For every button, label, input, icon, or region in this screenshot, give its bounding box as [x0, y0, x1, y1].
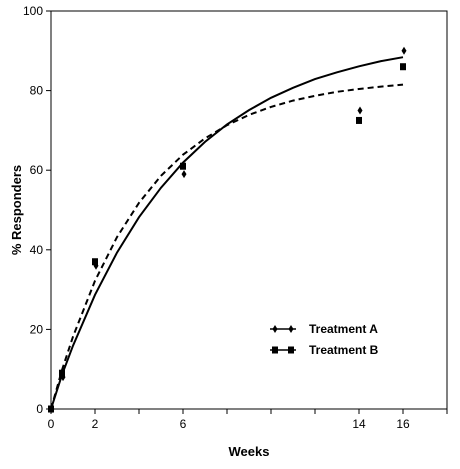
- y-axis-title: % Responders: [9, 165, 24, 255]
- legend-marker: [272, 346, 278, 354]
- legend-marker: [272, 325, 278, 333]
- legend-label: Treatment B: [309, 343, 379, 357]
- diamond-point: [181, 170, 187, 179]
- square-point: [400, 63, 406, 71]
- y-tick-label: 100: [23, 4, 43, 18]
- fit-line-2: [50, 83, 404, 410]
- legend-marker: [288, 325, 294, 333]
- fit-lines: [50, 56, 404, 410]
- square-point: [356, 116, 362, 124]
- y-tick-label: 0: [36, 402, 43, 416]
- square-point: [48, 405, 54, 413]
- fit-line-1: [50, 56, 404, 410]
- legend: Treatment A Treatment B: [270, 322, 379, 357]
- plot-area: [50, 10, 448, 410]
- x-tick-label: 14: [352, 417, 366, 431]
- square-point: [59, 369, 65, 377]
- x-tick-label: 0: [48, 417, 55, 431]
- y-tick-label: 80: [30, 84, 44, 98]
- x-tick-label: 16: [396, 417, 410, 431]
- y-tick-label: 40: [30, 243, 44, 257]
- data-points: [48, 46, 407, 413]
- diamond-point: [401, 46, 407, 55]
- x-axis-title: Weeks: [229, 444, 270, 459]
- y-tick-label: 20: [30, 322, 44, 336]
- legend-marker: [288, 346, 294, 354]
- diamond-point: [357, 106, 363, 115]
- x-tick-label: 6: [180, 417, 187, 431]
- y-tick-label: 60: [30, 163, 44, 177]
- x-tick-label: 2: [92, 417, 99, 431]
- plot-frame: [50, 10, 448, 410]
- axes: 0 20 40 60 80 100 0 2 6 14 16: [23, 4, 448, 431]
- legend-label: Treatment A: [309, 322, 378, 336]
- square-point: [92, 258, 98, 266]
- square-point: [180, 162, 186, 170]
